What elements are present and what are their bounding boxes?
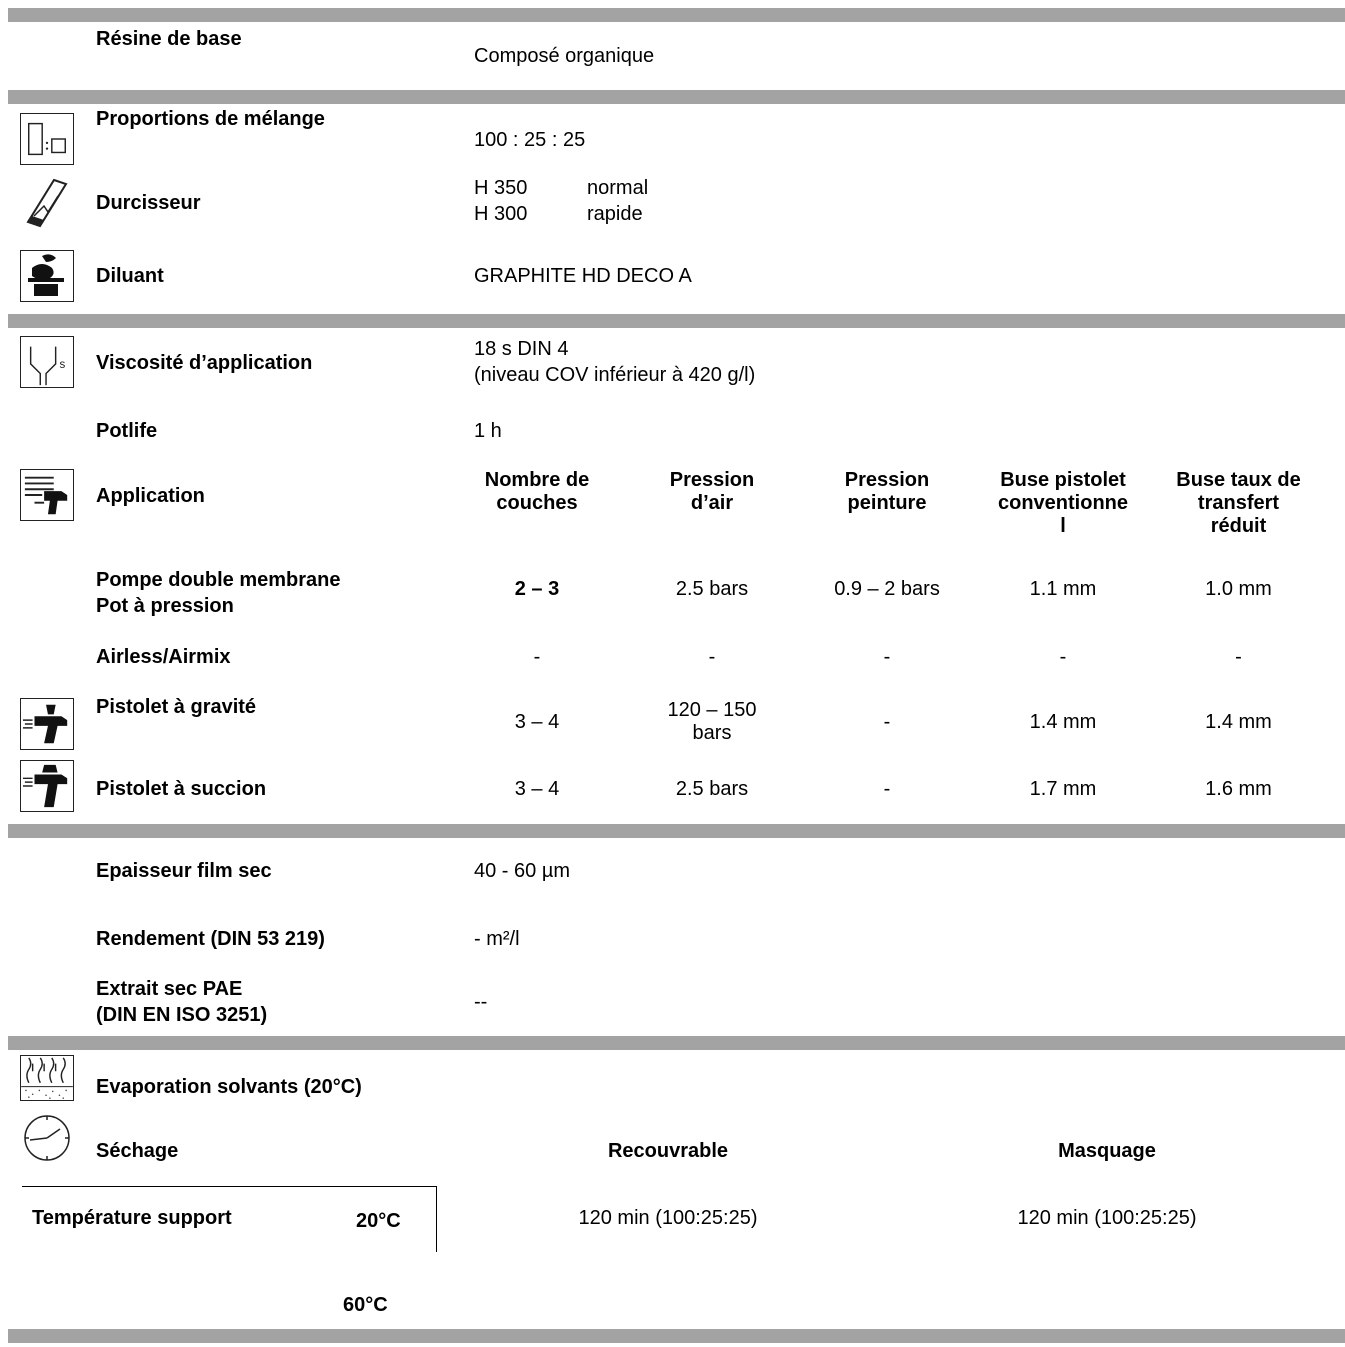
cell-pression-peinture: - <box>883 646 891 668</box>
header-buse-transfert: Buse taux de transfert réduit <box>1176 469 1301 537</box>
diluant-label: Diluant <box>96 265 164 287</box>
separator-bar <box>8 1036 1345 1050</box>
cell-pression-air: 120 – 150 bars <box>667 699 757 744</box>
cell-buse-conv: 1.1 mm <box>1029 578 1097 600</box>
header-couches: Nombre de couches <box>484 469 590 514</box>
cell-buse-conv: 1.7 mm <box>1029 778 1097 800</box>
rendement-value: - m²/l <box>474 928 520 950</box>
viscosite-line2: (niveau COV inférieur à 420 g/l) <box>474 364 756 386</box>
separator-bar <box>8 90 1345 104</box>
thinner-icon <box>20 250 74 302</box>
header-pression-peinture: Pression peinture <box>844 469 930 514</box>
header-pression-air: Pression d’air <box>669 469 755 514</box>
temperature-20-recouvrable: 120 min (100:25:25) <box>578 1207 758 1229</box>
extrait-label-2: (DIN EN ISO 3251) <box>96 1004 268 1026</box>
durcisseur-label: Durcisseur <box>96 192 201 214</box>
epaisseur-label: Epaisseur film sec <box>96 860 272 882</box>
separator-bar <box>8 1329 1345 1343</box>
rendement-label: Rendement (DIN 53 219) <box>96 928 325 950</box>
header-buse-conventionnel: Buse pistolet conventionne l <box>997 469 1128 537</box>
divider <box>22 1186 437 1187</box>
cell-couches: 3 – 4 <box>514 711 560 733</box>
epaisseur-value: 40 - 60 µm <box>474 860 571 882</box>
durcisseur-desc-1: normal <box>587 177 649 199</box>
resine-value: Composé organique <box>474 45 655 67</box>
viscosite-line1: 18 s DIN 4 <box>474 338 569 360</box>
cell-pression-air: - <box>708 646 716 668</box>
temperature-20: 20°C <box>356 1210 401 1232</box>
svg-text:s: s <box>60 359 66 371</box>
sechage-col-recouvrable: Recouvrable <box>607 1140 729 1162</box>
divider <box>436 1186 437 1252</box>
durcisseur-code-2: H 300 <box>474 203 528 225</box>
proportions-value: 100 : 25 : 25 <box>474 129 586 151</box>
sechage-label: Séchage <box>96 1140 179 1162</box>
diluant-value: GRAPHITE HD DECO A <box>474 265 692 287</box>
resine-label: Résine de base <box>96 28 242 50</box>
mix-ratio-icon <box>20 113 74 165</box>
row-label-pot: Pot à pression <box>96 595 234 617</box>
durcisseur-code-1: H 350 <box>474 177 528 199</box>
extrait-label-1: Extrait sec PAE <box>96 978 243 1000</box>
cell-pression-peinture: 0.9 – 2 bars <box>834 578 940 600</box>
application-label: Application <box>96 485 205 507</box>
evaporation-icon <box>20 1055 74 1101</box>
cell-pression-peinture: - <box>883 711 891 733</box>
proportions-label: Proportions de mélange <box>96 108 325 130</box>
temperature-label: Température support <box>32 1207 232 1229</box>
cell-buse-trans: - <box>1235 646 1242 668</box>
potlife-value: 1 h <box>474 420 502 442</box>
potlife-label: Potlife <box>96 420 158 442</box>
cell-buse-conv: 1.4 mm <box>1029 711 1097 733</box>
sechage-col-masquage: Masquage <box>1058 1140 1156 1162</box>
cell-buse-trans: 1.0 mm <box>1205 578 1272 600</box>
cell-pression-peinture: - <box>883 778 891 800</box>
durcisseur-desc-2: rapide <box>587 203 643 225</box>
extrait-value: -- <box>474 991 488 1013</box>
separator-bar <box>8 314 1345 328</box>
row-label-gravite: Pistolet à gravité <box>96 696 257 718</box>
cell-buse-conv: - <box>1059 646 1067 668</box>
cell-pression-air: 2.5 bars <box>675 578 749 600</box>
row-label-airless: Airless/Airmix <box>96 646 231 668</box>
clock-icon <box>20 1113 74 1163</box>
cell-buse-trans: 1.4 mm <box>1205 711 1272 733</box>
separator-bar <box>8 8 1345 22</box>
separator-bar <box>8 824 1345 838</box>
viscosity-cup-icon: s <box>20 336 74 388</box>
spray-application-icon <box>20 469 74 521</box>
cell-couches: 3 – 4 <box>514 778 560 800</box>
temperature-60: 60°C <box>343 1294 388 1316</box>
gravity-gun-icon <box>20 698 74 750</box>
row-label-succion: Pistolet à succion <box>96 778 267 800</box>
cell-couches: 2 – 3 <box>514 578 560 600</box>
suction-gun-icon <box>20 760 74 812</box>
row-label-pompe: Pompe double membrane <box>96 569 341 591</box>
viscosite-label: Viscosité d’application <box>96 352 313 374</box>
temperature-20-masquage: 120 min (100:25:25) <box>1017 1207 1197 1229</box>
cell-buse-trans: 1.6 mm <box>1205 778 1272 800</box>
cell-pression-air: 2.5 bars <box>675 778 749 800</box>
evaporation-label: Evaporation solvants (20°C) <box>96 1076 362 1098</box>
cell-couches: - <box>533 646 541 668</box>
hardener-icon <box>20 176 74 228</box>
